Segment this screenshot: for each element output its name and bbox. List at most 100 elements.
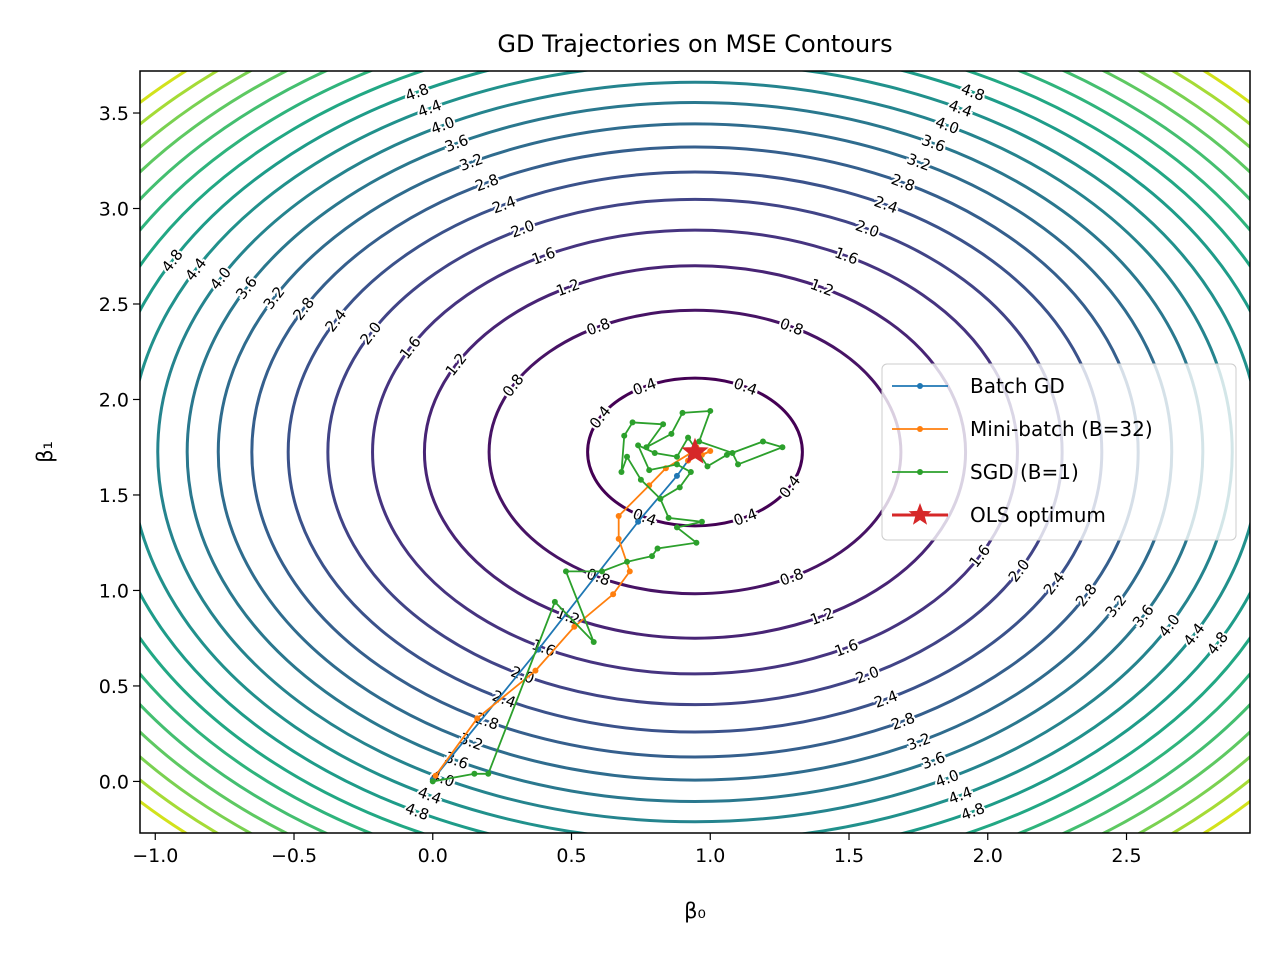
- x-tick-label: −1.0: [132, 845, 178, 867]
- contour-label: 3.6: [919, 131, 948, 156]
- contour-label: 0.4: [731, 505, 760, 530]
- contour-label: 0.8: [777, 565, 806, 590]
- trajectory-point: [590, 639, 597, 646]
- y-tick-label: 2.5: [99, 294, 129, 316]
- x-axis-label: β₀: [684, 899, 706, 923]
- trajectory-point: [635, 518, 642, 525]
- trajectory-point: [615, 512, 622, 519]
- legend-label: Mini-batch (B=32): [970, 417, 1153, 441]
- trajectory-point: [673, 461, 680, 468]
- axes-frame: [139, 70, 1251, 834]
- trajectory-point: [735, 461, 742, 468]
- trajectory-point: [707, 407, 714, 414]
- y-tick-label: 3.0: [99, 199, 129, 221]
- trajectory-point: [643, 444, 650, 451]
- trajectory-point: [571, 623, 578, 630]
- chart-title: GD Trajectories on MSE Contours: [497, 30, 892, 58]
- y-tick-label: 3.5: [99, 103, 129, 125]
- contour-label: 1.2: [808, 275, 837, 300]
- trajectory-point: [610, 591, 617, 598]
- x-tick-label: 2.0: [973, 845, 1003, 867]
- trajectory-point: [429, 778, 436, 785]
- trajectory-point: [707, 448, 714, 455]
- legend-marker: [917, 469, 923, 475]
- trajectory-point: [729, 449, 736, 456]
- trajectory-point: [660, 421, 667, 428]
- contour-label: 3.2: [457, 150, 486, 175]
- legend-marker: [917, 383, 923, 389]
- contour-line: [586, 376, 804, 528]
- y-tick-label: 1.0: [99, 580, 129, 602]
- y-tick-label: 0.5: [99, 676, 129, 698]
- contour-label: 2.8: [473, 170, 502, 195]
- contour-label: 0.4: [731, 374, 760, 399]
- y-axis-label: β₁: [33, 441, 57, 463]
- trajectory-point: [673, 453, 680, 460]
- x-tick-label: 0.5: [556, 845, 586, 867]
- trajectory-point: [562, 568, 569, 575]
- trajectory-point: [654, 545, 661, 552]
- x-tick-label: −0.5: [271, 845, 317, 867]
- contour-label: 2.8: [889, 709, 918, 734]
- contour-label: 0.4: [630, 374, 659, 399]
- trajectory-point: [646, 467, 653, 474]
- trajectory-point: [624, 558, 631, 565]
- legend-box: [881, 363, 1237, 541]
- trajectory-point: [759, 438, 766, 445]
- trajectory-point: [648, 553, 655, 560]
- trajectory-point: [532, 667, 539, 674]
- trajectory-point: [676, 484, 683, 491]
- trajectory-point: [696, 438, 703, 445]
- legend-marker: [917, 426, 923, 432]
- legend-marker: [908, 503, 932, 525]
- trajectory-point: [668, 430, 675, 437]
- legend-label: SGD (B=1): [970, 460, 1079, 484]
- optimum-star: [681, 437, 709, 464]
- contour-label: 1.2: [808, 604, 837, 629]
- trajectory-point: [704, 463, 711, 470]
- legend-label: OLS optimum: [970, 503, 1106, 527]
- trajectory-point: [698, 518, 705, 525]
- contour-label: 1.6: [832, 244, 861, 269]
- contour-label: 0.8: [584, 314, 613, 339]
- trajectory-point: [626, 568, 633, 575]
- legend: Batch GD Mini-batch (B=32) SGD (B=1) OLS op…: [881, 363, 1237, 541]
- trajectory-point: [485, 770, 492, 777]
- trajectory-point: [624, 453, 631, 460]
- trajectory-point: [673, 472, 680, 479]
- contour-label: 3.2: [905, 729, 934, 754]
- trajectory-point: [432, 772, 439, 779]
- trajectory-point: [657, 495, 664, 502]
- trajectory-point: [599, 568, 606, 575]
- contour-label: 1.6: [832, 635, 861, 660]
- trajectory-point: [621, 432, 628, 439]
- trajectory-point: [635, 442, 642, 449]
- contour-label: 2.4: [490, 192, 519, 217]
- trajectory-point: [637, 476, 644, 483]
- contour-label: 3.2: [905, 150, 934, 175]
- contour-label: 1.2: [554, 275, 583, 300]
- contour-label: 2.0: [508, 216, 537, 241]
- trajectory-point: [779, 444, 786, 451]
- y-tick-label: 1.5: [99, 485, 129, 507]
- x-tick-label: 1.5: [834, 845, 864, 867]
- trajectory-point: [471, 770, 478, 777]
- y-tick-label: 2.0: [99, 389, 129, 411]
- contour-label: 2.4: [872, 192, 901, 217]
- x-tick-label: 2.5: [1111, 845, 1141, 867]
- contour-label: 2.0: [853, 663, 882, 688]
- contour-label: 2.4: [872, 687, 901, 712]
- trajectory-point: [615, 535, 622, 542]
- trajectory-point: [665, 514, 672, 521]
- contour-label: 2.0: [853, 216, 882, 241]
- trajectory-point: [723, 451, 730, 458]
- trajectory-point: [551, 598, 558, 605]
- trajectory-point: [679, 409, 686, 416]
- trajectory-point: [474, 715, 481, 722]
- contour-label: 0.8: [777, 314, 806, 339]
- contour-label: 1.6: [529, 244, 558, 269]
- contour-label: 3.6: [442, 131, 471, 156]
- x-tick-label: 0.0: [418, 845, 448, 867]
- trajectory-point: [685, 434, 692, 441]
- contour-label: 2.8: [889, 170, 918, 195]
